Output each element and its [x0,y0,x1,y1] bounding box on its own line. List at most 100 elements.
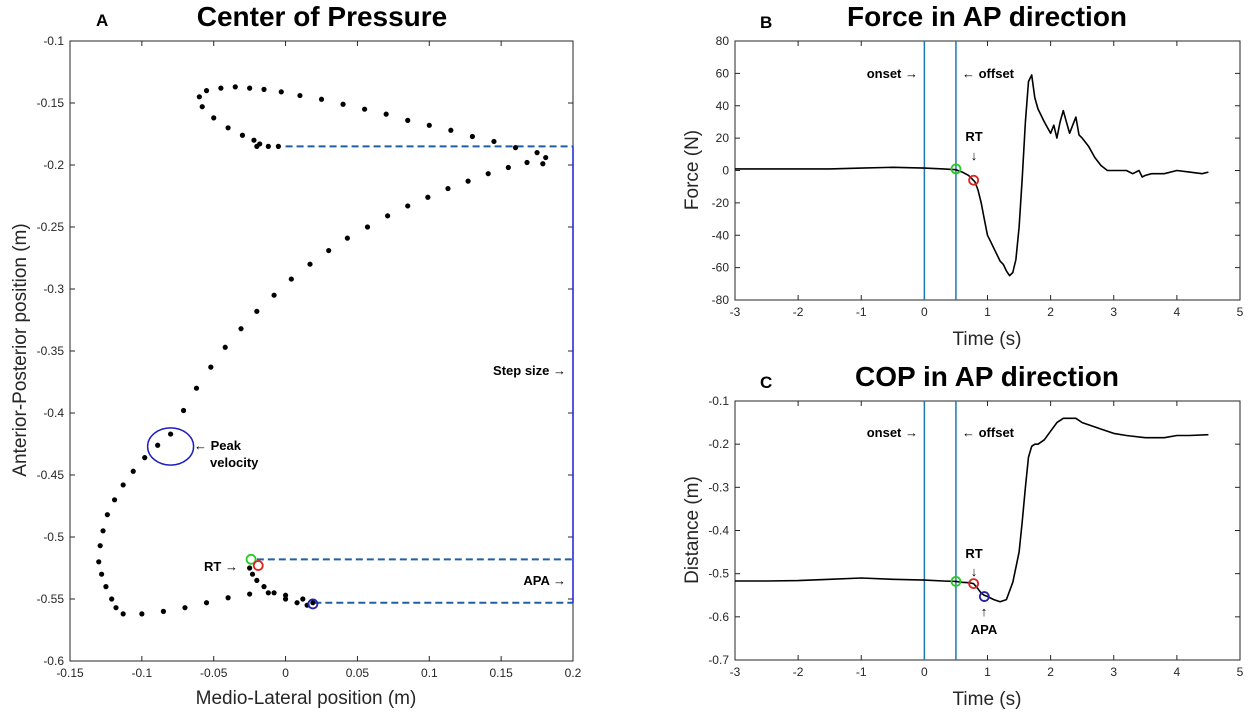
y-tick-label: 80 [716,34,730,48]
x-tick-label: 2 [1047,305,1054,319]
cop-point [180,407,187,414]
panel-c-series [735,417,1209,603]
cop-point [465,178,471,184]
x-tick-label: -3 [730,305,741,319]
x-tick-label: -3 [730,665,741,679]
panel-b-label: B [760,13,772,32]
cop-point [203,88,210,94]
cop-point [448,127,454,133]
y-tick-label: -0.3 [43,282,64,296]
panel-a-title: Center of Pressure [197,1,448,32]
cop-point [294,600,300,606]
x-tick-label: 0.2 [565,666,582,680]
cop-point [344,235,350,241]
panel-c: C COP in AP direction -3 -2 -1 0 1 2 3 4 5 -0.7-… [682,361,1244,710]
cop-point [254,577,260,584]
panel-c-x-label: Time (s) [953,689,1022,710]
cop-point [196,94,202,100]
panel-c-markers [950,576,990,602]
rt-annotation-c: RT [965,546,982,561]
x-tick-label: 0 [921,665,928,679]
cop-point [239,132,246,138]
panel-b-y-label: Force (N) [682,130,703,210]
marker-RT [252,560,264,571]
x-tick-label: 0.15 [489,666,513,680]
cop-point [512,145,519,151]
cop-point [139,611,145,617]
cop-point [96,559,102,565]
x-tick-label: -0.1 [132,666,153,680]
cop-point [505,164,511,171]
cop-point [340,101,346,107]
marker-RT [968,578,980,589]
panel-b-markers [950,163,980,186]
cop-point [318,96,325,102]
panel-b-x-ticks: -3 -2 -1 0 1 2 3 4 5 [730,41,1244,319]
offset-annotation-b: ← offset [962,66,1015,81]
cop-point [469,133,475,140]
cop-point [543,154,549,161]
cop-point [261,86,267,92]
cop-point [232,84,238,90]
panel-a-x-label: Medio-Lateral position (m) [196,688,417,709]
cop-point [199,104,205,110]
cop-point [383,111,389,117]
cop-point [109,596,115,602]
x-tick-label: 3 [1110,665,1117,679]
y-tick-label: -0.45 [37,468,65,482]
x-tick-label: 1 [984,305,991,319]
rt-arrow-b: ↓ [971,148,978,163]
rt-annotation-a: RT → [204,559,238,574]
cop-point [120,611,126,617]
cop-point [160,608,167,615]
panel-a-cop-dots [96,84,549,617]
cop-point [425,194,431,200]
cop-point [120,482,126,488]
y-tick-label: -0.25 [37,220,65,234]
y-tick-label: -0.2 [43,158,64,172]
x-tick-label: 0.05 [346,666,370,680]
y-tick-label: -0.15 [37,96,65,110]
panel-a-label: A [96,11,108,30]
panel-c-x-ticks: -3 -2 -1 0 1 2 3 4 5 [730,401,1244,679]
marker-APA [978,591,990,602]
cop-point [364,224,371,230]
x-tick-label: -0.05 [200,666,228,680]
apa-annotation-a: APA → [523,573,566,588]
onset-annotation-c: onset → [867,425,918,440]
step-size-annotation: Step size → [493,363,566,378]
cop-point [247,565,253,571]
cop-point [193,385,200,391]
onset-annotation-b: onset → [867,66,918,81]
y-tick-label: -80 [712,293,730,307]
panel-a-markers [146,427,319,610]
cop-point [405,117,411,123]
panel-a-y-ticks: -0.6 -0.55 -0.5 -0.45 -0.4 -0.35 -0.3 -0.25 -0.2… [37,34,573,668]
cop-point [225,595,231,601]
cop-point [271,590,277,596]
x-tick-label: 1 [984,665,991,679]
cop-point [225,125,231,131]
y-tick-label: -0.4 [708,524,729,538]
cop-point [251,137,257,143]
cop-point [103,584,109,590]
panel-b-y-ticks: -80 -60 -40 -20 0 20 40 60 80 [712,34,1240,307]
cop-point [265,590,271,596]
y-tick-label: -0.1 [708,394,729,408]
marker-RT [968,174,980,186]
cop-point [275,143,281,149]
cop-point [104,512,110,518]
cop-point [222,344,228,350]
cop-point [540,161,546,167]
x-tick-label: 2 [1047,665,1054,679]
cop-point [247,591,253,597]
cop-point [362,106,368,112]
cop-point [247,85,253,91]
cop-point [534,150,540,156]
cop-point [130,468,136,474]
y-tick-label: 0 [722,164,729,178]
panel-a-x-ticks: -0.15 -0.1 -0.05 0 0.05 0.1 0.15 0.2 [56,41,582,680]
x-tick-label: 4 [1174,665,1181,679]
panel-a-y-label: Anterior-Posterior position (m) [10,223,31,476]
x-tick-label: -1 [856,305,867,319]
